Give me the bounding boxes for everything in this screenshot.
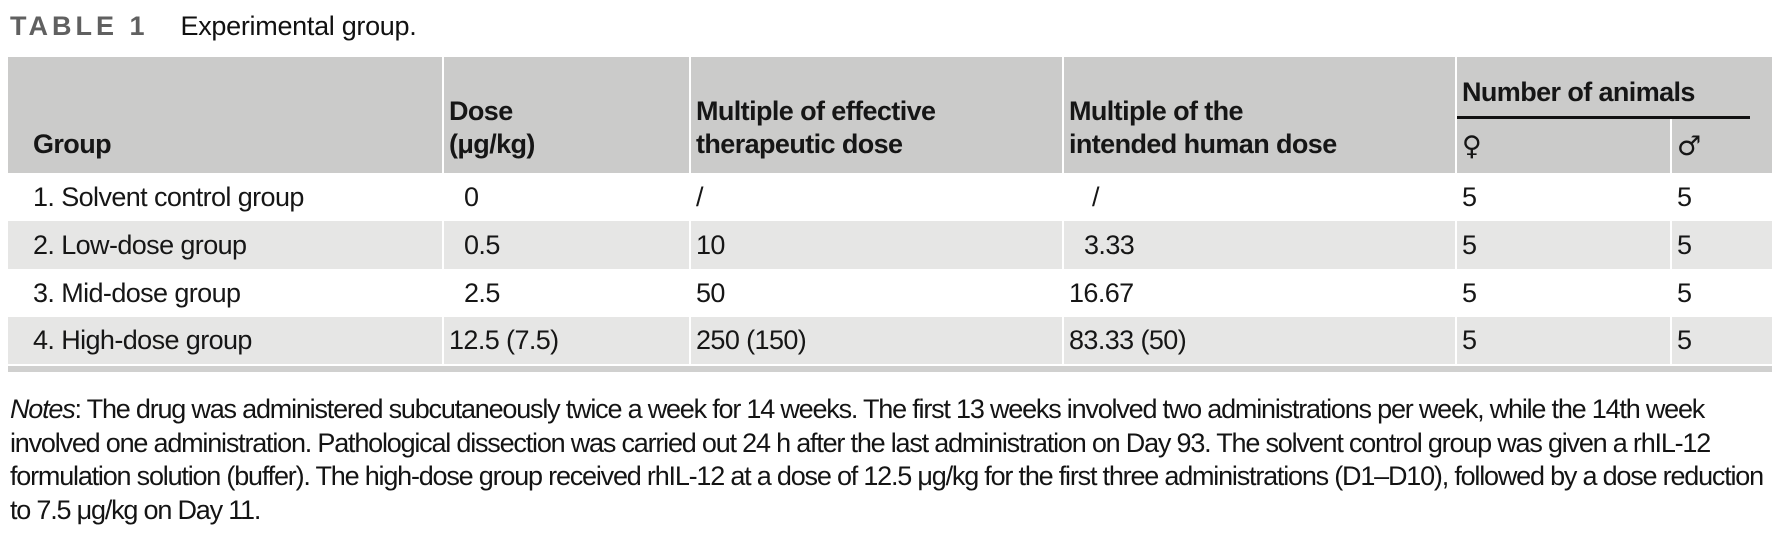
cell-group-name: 4. High-dose group xyxy=(8,317,443,365)
cell-female-count: 5 xyxy=(1455,269,1671,317)
cell-male-count: 5 xyxy=(1669,173,1773,221)
number-of-animals-rule xyxy=(1457,116,1751,119)
header-dose: Dose (μg/kg) xyxy=(442,57,690,173)
cell-multiple-effective: / xyxy=(689,173,1063,221)
table-row: 2. Low-dose group 0.5 10 3.33 5 5 xyxy=(8,221,1773,269)
cell-multiple-human: 3.33 xyxy=(1062,221,1456,269)
table-notes: Notes: The drug was administered subcuta… xyxy=(10,393,1772,527)
cell-female-count: 5 xyxy=(1455,173,1671,221)
cell-multiple-human: 16.67 xyxy=(1062,269,1456,317)
cell-male-count: 5 xyxy=(1669,317,1773,365)
experimental-group-table: Group Dose (μg/kg) Multiple of effective… xyxy=(8,57,1773,372)
header-male: ♂ xyxy=(1669,119,1773,173)
notes-text: : The drug was administered subcutaneous… xyxy=(10,394,1764,525)
table-bottom-strip xyxy=(8,364,1773,372)
header-dose-line1: Dose xyxy=(449,96,513,126)
cell-female-count: 5 xyxy=(1455,317,1671,365)
table-title: Experimental group. xyxy=(180,11,417,41)
header-female: ♀ xyxy=(1455,119,1671,173)
header-multiple-effective-line1: Multiple of effective xyxy=(696,96,936,126)
header-multiple-human-line2: intended human dose xyxy=(1069,129,1337,159)
header-group: Group xyxy=(8,57,443,173)
cell-dose: 0 xyxy=(442,173,690,221)
female-icon: ♀ xyxy=(1462,131,1482,162)
cell-male-count: 5 xyxy=(1669,221,1773,269)
table-row: 3. Mid-dose group 2.5 50 16.67 5 5 xyxy=(8,269,1773,317)
table-caption-row: TABLE 1 Experimental group. xyxy=(0,0,1780,57)
table-number-label: TABLE 1 xyxy=(10,11,149,41)
cell-group-name: 1. Solvent control group xyxy=(8,173,443,221)
table-row: 4. High-dose group 12.5 (7.5) 250 (150) … xyxy=(8,317,1773,365)
cell-group-name: 2. Low-dose group xyxy=(8,221,443,269)
header-multiple-human: Multiple of the intended human dose xyxy=(1062,57,1456,173)
header-number-of-animals: Number of animals xyxy=(1454,57,1773,119)
cell-multiple-effective: 250 (150) xyxy=(689,317,1063,365)
cell-multiple-effective: 10 xyxy=(689,221,1063,269)
table-header: Group Dose (μg/kg) Multiple of effective… xyxy=(8,57,1773,173)
header-multiple-effective-line2: therapeutic dose xyxy=(696,129,903,159)
cell-multiple-human: 83.33 (50) xyxy=(1062,317,1456,365)
cell-group-name: 3. Mid-dose group xyxy=(8,269,443,317)
notes-label: Notes xyxy=(10,394,76,424)
table-row: 1. Solvent control group 0 / / 5 5 xyxy=(8,173,1773,221)
cell-multiple-human: / xyxy=(1062,173,1456,221)
header-dose-line2: (μg/kg) xyxy=(449,129,535,159)
header-multiple-effective: Multiple of effective therapeutic dose xyxy=(689,57,1063,173)
cell-male-count: 5 xyxy=(1669,269,1773,317)
cell-dose: 0.5 xyxy=(442,221,690,269)
cell-multiple-effective: 50 xyxy=(689,269,1063,317)
number-of-animals-label: Number of animals xyxy=(1462,77,1695,107)
cell-female-count: 5 xyxy=(1455,221,1671,269)
cell-dose: 2.5 xyxy=(442,269,690,317)
male-icon: ♂ xyxy=(1677,131,1701,162)
table-body: 1. Solvent control group 0 / / 5 5 2. Lo… xyxy=(8,173,1773,372)
header-multiple-human-line1: Multiple of the xyxy=(1069,96,1244,126)
cell-dose: 12.5 (7.5) xyxy=(442,317,690,365)
